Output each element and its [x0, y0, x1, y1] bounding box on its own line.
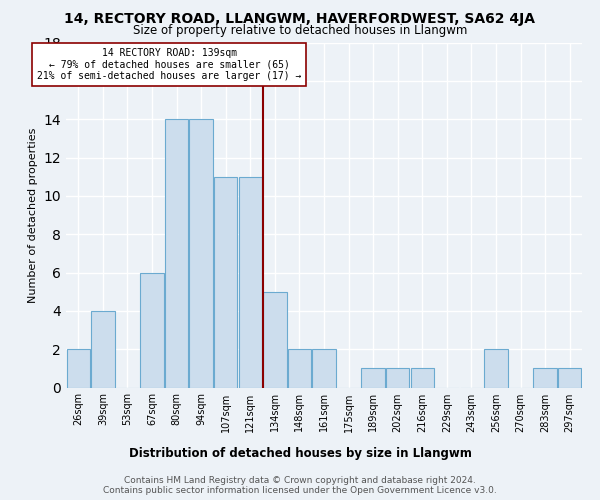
Text: 14 RECTORY ROAD: 139sqm
← 79% of detached houses are smaller (65)
21% of semi-de: 14 RECTORY ROAD: 139sqm ← 79% of detache…	[37, 48, 301, 82]
Bar	[91, 311, 115, 388]
Bar	[214, 176, 238, 388]
Bar	[190, 119, 213, 388]
Bar	[239, 176, 262, 388]
Bar	[263, 292, 287, 388]
Text: 14, RECTORY ROAD, LLANGWM, HAVERFORDWEST, SA62 4JA: 14, RECTORY ROAD, LLANGWM, HAVERFORDWEST…	[65, 12, 536, 26]
Bar	[410, 368, 434, 388]
Text: Contains public sector information licensed under the Open Government Licence v3: Contains public sector information licen…	[103, 486, 497, 495]
Text: Contains HM Land Registry data © Crown copyright and database right 2024.: Contains HM Land Registry data © Crown c…	[124, 476, 476, 485]
Bar	[558, 368, 581, 388]
Y-axis label: Number of detached properties: Number of detached properties	[28, 128, 38, 302]
Bar	[165, 119, 188, 388]
Bar	[386, 368, 409, 388]
Bar	[288, 349, 311, 388]
Text: Size of property relative to detached houses in Llangwm: Size of property relative to detached ho…	[133, 24, 467, 37]
Text: Distribution of detached houses by size in Llangwm: Distribution of detached houses by size …	[128, 448, 472, 460]
Bar	[140, 272, 164, 388]
Bar	[67, 349, 90, 388]
Bar	[484, 349, 508, 388]
Bar	[313, 349, 335, 388]
Bar	[533, 368, 557, 388]
Bar	[361, 368, 385, 388]
